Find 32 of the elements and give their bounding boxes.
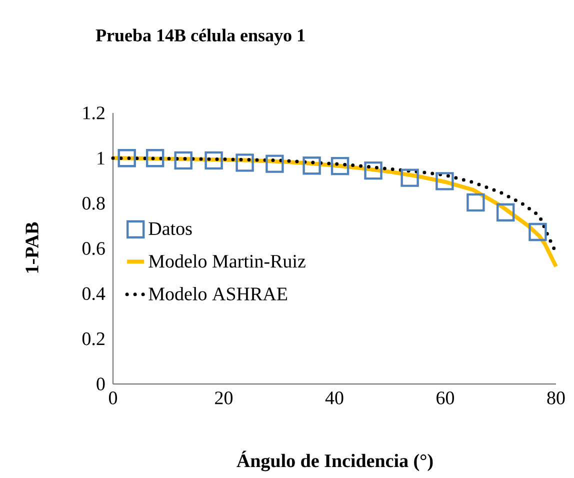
point xyxy=(236,154,254,172)
point xyxy=(496,203,515,222)
y-tick-label: 0.8 xyxy=(82,196,105,210)
y-tick-label: 1 xyxy=(98,152,104,164)
point xyxy=(118,149,136,168)
point xyxy=(400,168,419,187)
y-tick-label: 0 xyxy=(96,378,105,390)
legend-label: Modelo ASHRAE xyxy=(148,287,288,300)
chart-title: Prueba 14B célula ensayo 1 xyxy=(96,28,305,46)
y-tick-label: 0.6 xyxy=(82,242,105,255)
x-tick-label: 40 xyxy=(325,392,344,404)
x-tick-label: 80 xyxy=(547,392,565,404)
point xyxy=(204,151,223,170)
point xyxy=(266,154,284,173)
point xyxy=(174,151,192,170)
y-tick-label: 0.4 xyxy=(82,287,106,300)
point xyxy=(466,193,485,212)
x-tick-label: 0 xyxy=(108,392,118,404)
y-tick-label: 0.2 xyxy=(82,332,104,346)
y-axis-title: 1-PAB xyxy=(26,222,38,273)
point xyxy=(436,172,454,190)
point xyxy=(330,156,350,176)
point xyxy=(302,156,321,175)
x-axis-title: Ángulo de Incidencia (°) xyxy=(236,450,433,472)
x-tick-label: 20 xyxy=(215,392,233,404)
point xyxy=(146,149,164,168)
point xyxy=(528,222,547,242)
legend-label: Datos xyxy=(148,222,192,236)
legend-label: Modelo Martin-Ruiz xyxy=(148,254,306,268)
y-tick-label: 1.2 xyxy=(83,106,104,120)
x-tick-label: 60 xyxy=(436,392,454,404)
point xyxy=(364,161,382,180)
